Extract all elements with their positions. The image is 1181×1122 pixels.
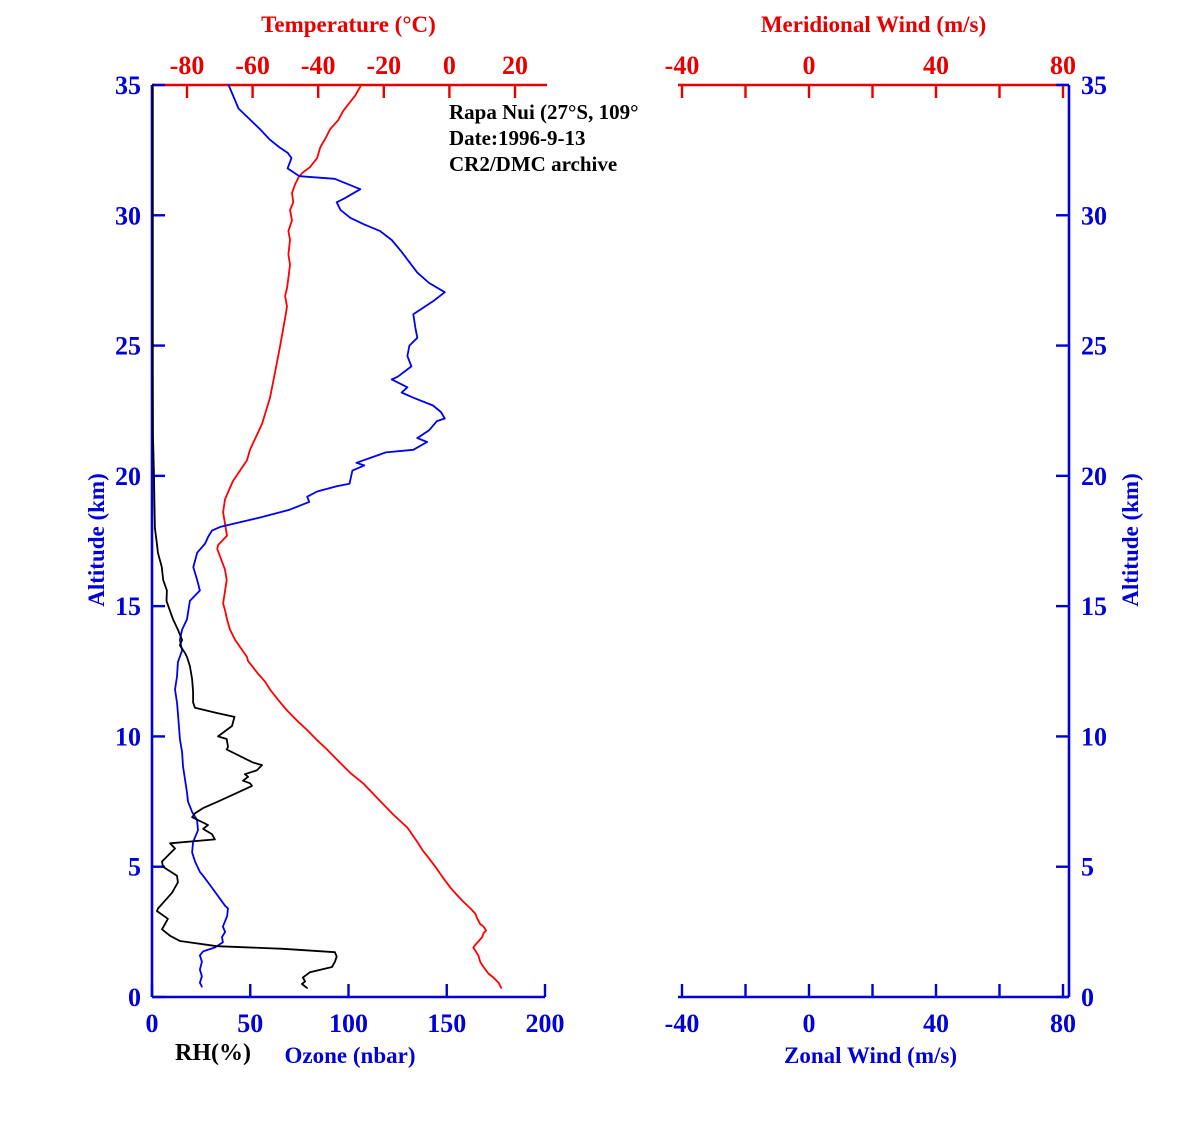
altitude-tick-label-right: 5 (1081, 853, 1094, 882)
temperature-tick-label: 0 (443, 51, 456, 80)
temperature-tick-label: -40 (301, 51, 336, 80)
meridional-tick-label: 0 (803, 51, 816, 80)
ozone-tick-label: 200 (526, 1009, 565, 1038)
temperature-tick-label: 20 (502, 51, 528, 80)
zonal-tick-label: 80 (1050, 1009, 1076, 1038)
meridional-tick-label: 40 (923, 51, 949, 80)
temperature-tick-label: -60 (235, 51, 270, 80)
altitude-tick-label-left: 30 (115, 201, 141, 230)
ozone-curve (174, 84, 446, 988)
altitude-tick-label-left: 25 (115, 332, 141, 361)
altitude-tick-label-right: 30 (1081, 201, 1107, 230)
altitude-tick-label-left: 20 (115, 462, 141, 491)
ozone-tick-label: 50 (237, 1009, 263, 1038)
altitude-tick-label-right: 15 (1081, 592, 1107, 621)
altitude-tick-label-right: 10 (1081, 722, 1107, 751)
meridional-tick-label: 80 (1050, 51, 1076, 80)
rh-axis-title: RH(%) (175, 1040, 251, 1066)
altitude-axis-title-left: Altitude (km) (84, 473, 109, 607)
ozone-tick-label: 150 (427, 1009, 466, 1038)
zonal-wind-axis-title: Zonal Wind (m/s) (784, 1043, 957, 1068)
temperature-tick-label: -80 (170, 51, 205, 80)
ozone-tick-label: 0 (146, 1009, 159, 1038)
rh-curve (151, 84, 338, 989)
annotation-date-line: Date:1996-9-13 (449, 126, 586, 150)
annotation-station-line: Rapa Nui (27°S, 109° (449, 100, 639, 124)
altitude-tick-label-left: 5 (128, 853, 141, 882)
temperature-tick-label: -20 (366, 51, 401, 80)
temperature-curve (216, 84, 503, 989)
altitude-tick-label-right: 20 (1081, 462, 1107, 491)
zonal-tick-label: 40 (923, 1009, 949, 1038)
zonal-tick-label: -40 (665, 1009, 700, 1038)
altitude-tick-label-left: 0 (128, 983, 141, 1012)
altitude-tick-label-right: 35 (1081, 71, 1107, 100)
ozone-tick-label: 100 (329, 1009, 368, 1038)
meridional-wind-axis-title: Meridional Wind (m/s) (760, 12, 987, 37)
altitude-tick-label-left: 10 (115, 722, 141, 751)
ozone-axis-title: Ozone (nbar) (284, 1043, 416, 1068)
altitude-axis-title-right: Altitude (km) (1118, 473, 1143, 607)
station-annotation: Rapa Nui (27°S, 109° Date:1996-9-13 CR2/… (449, 99, 639, 177)
annotation-archive-line: CR2/DMC archive (449, 152, 618, 176)
meridional-tick-label: -40 (665, 51, 700, 80)
altitude-tick-label-left: 15 (115, 592, 141, 621)
temperature-axis-title: Temperature (°C) (261, 12, 436, 37)
zonal-tick-label: 0 (803, 1009, 816, 1038)
altitude-tick-label-right: 25 (1081, 332, 1107, 361)
altitude-tick-label-right: 0 (1081, 983, 1094, 1012)
altitude-tick-label-left: 35 (115, 71, 141, 100)
